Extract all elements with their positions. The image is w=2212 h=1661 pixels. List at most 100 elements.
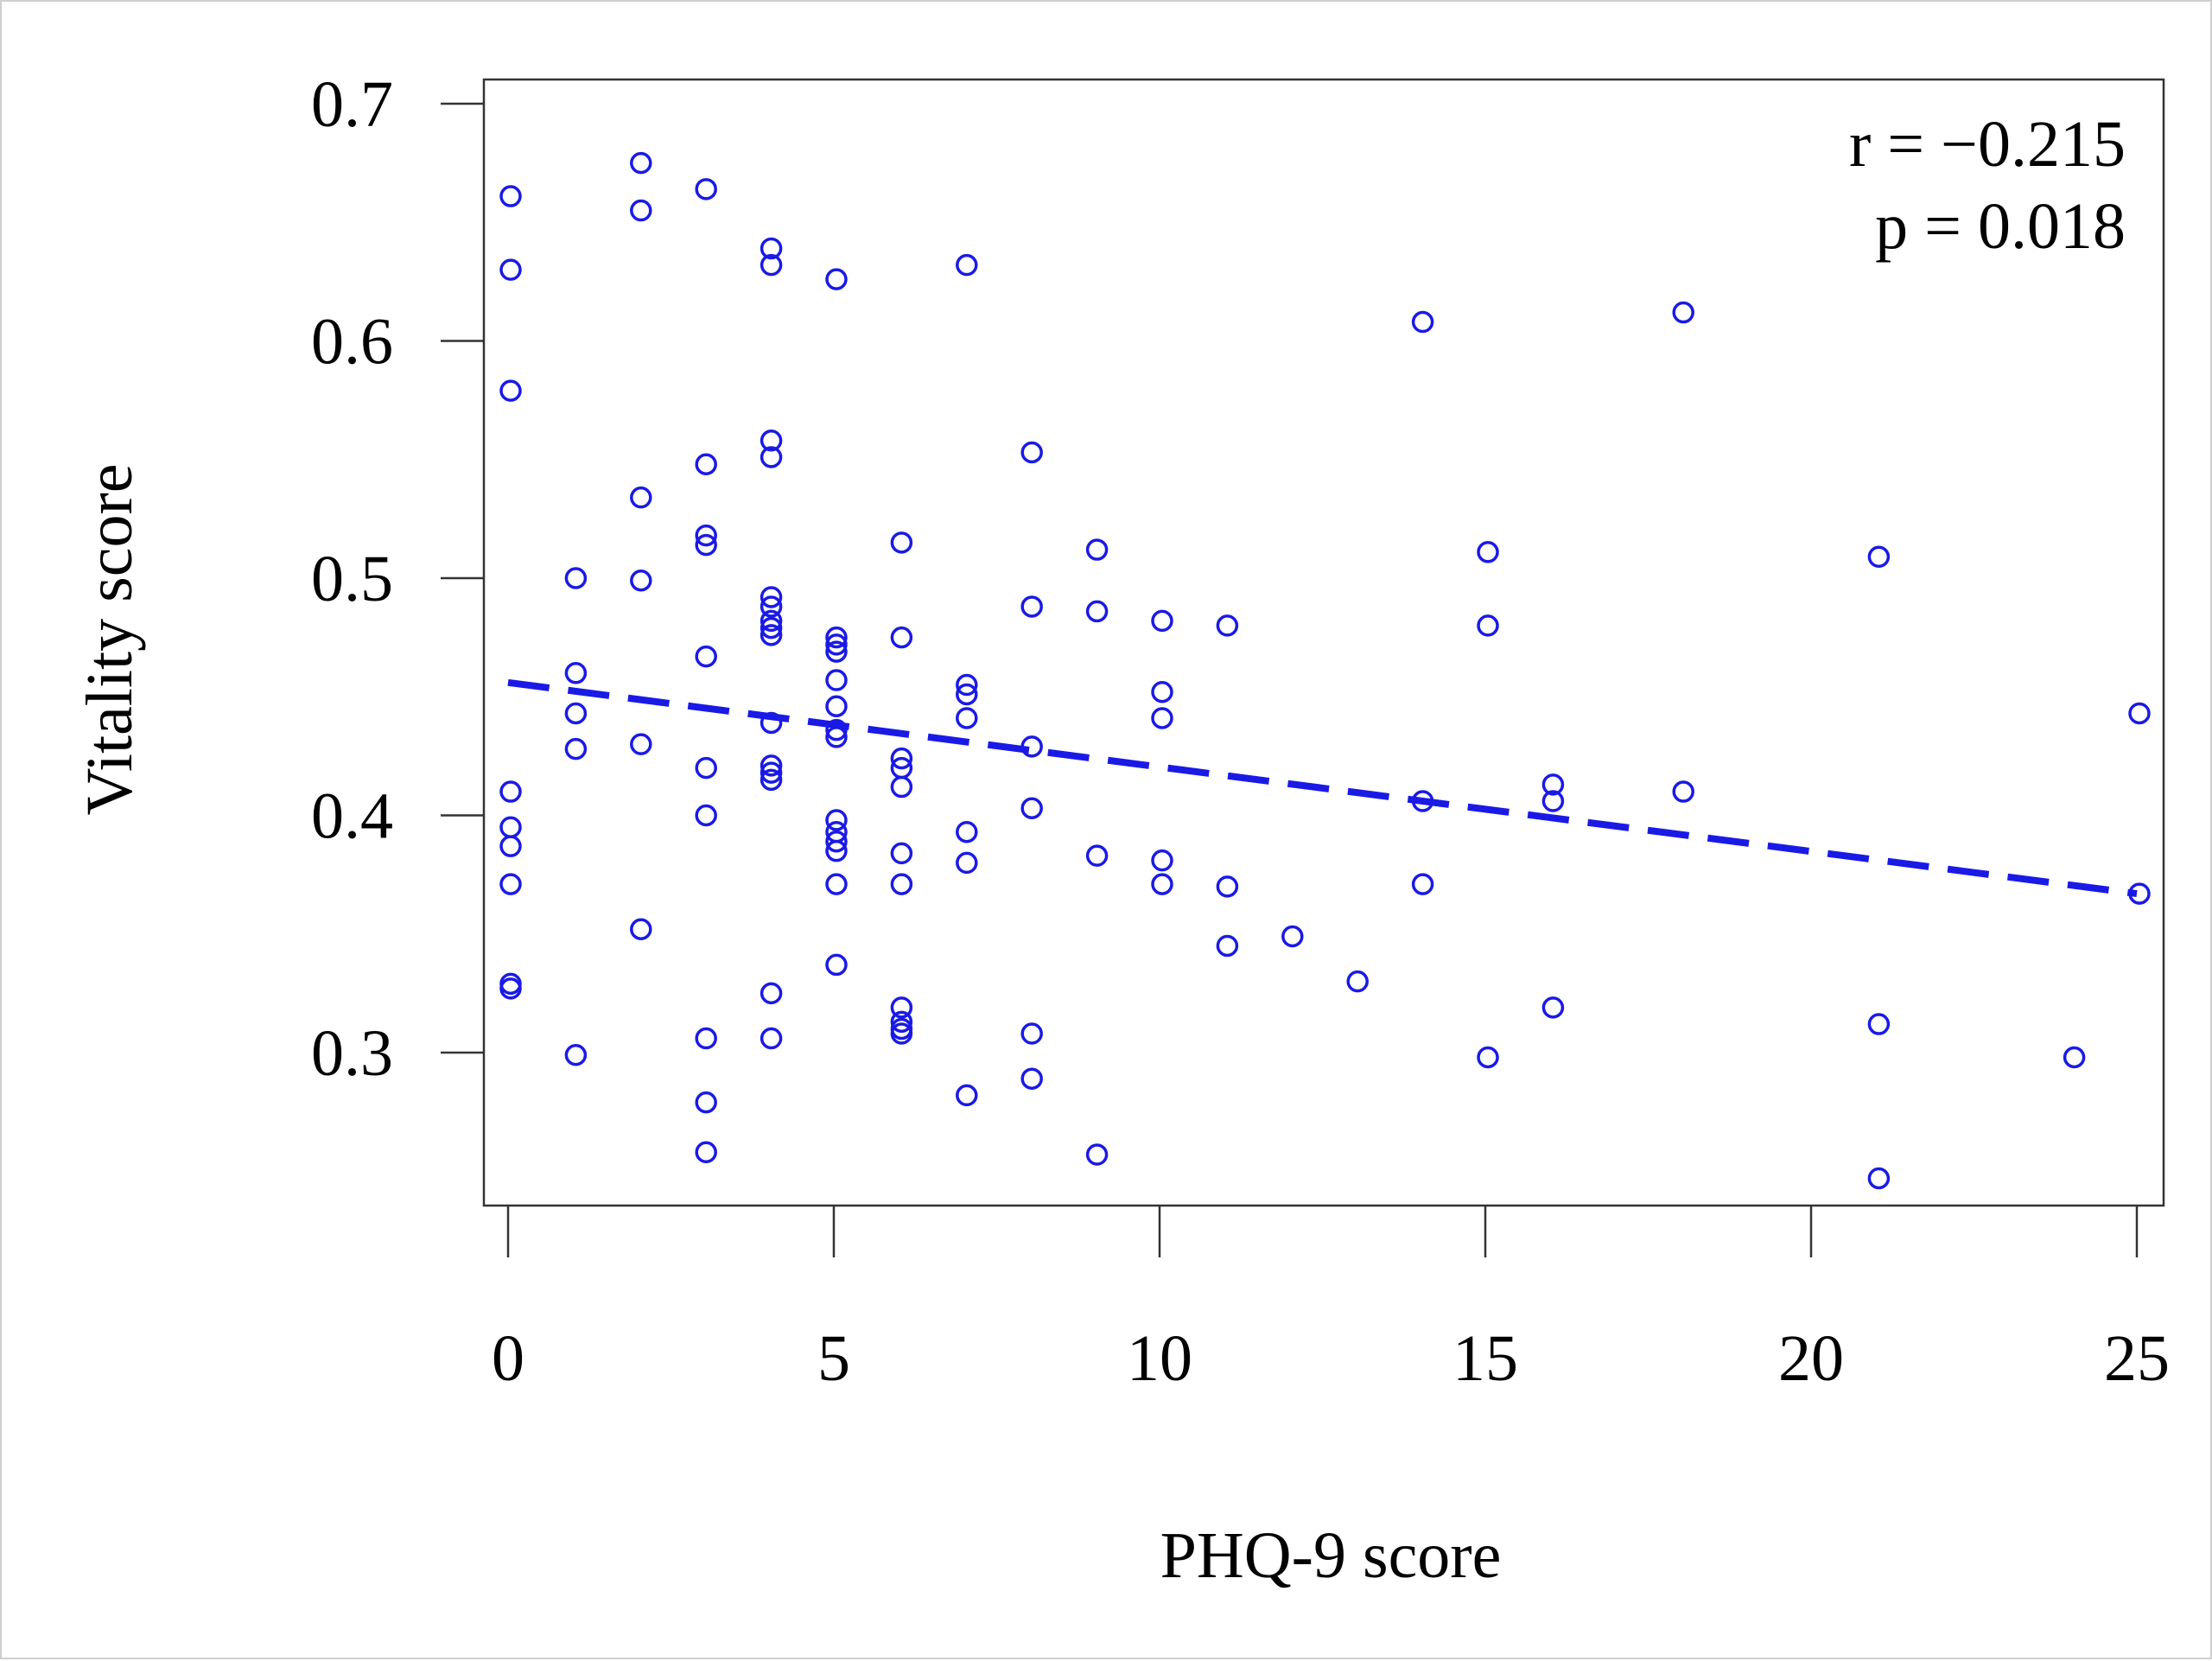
- data-point: [890, 1022, 913, 1045]
- data-point: [1867, 1167, 1891, 1190]
- data-point: [956, 683, 978, 706]
- data-point: [825, 718, 848, 741]
- data-point: [1672, 301, 1694, 324]
- data-point: [760, 595, 783, 618]
- data-point: [1477, 614, 1499, 637]
- data-point: [1477, 541, 1499, 563]
- data-point: [825, 268, 848, 290]
- data-point: [825, 626, 848, 649]
- data-point: [695, 1141, 717, 1164]
- data-point: [695, 524, 717, 547]
- data-point: [1020, 595, 1043, 618]
- data-point: [760, 754, 783, 777]
- data-point: [1281, 925, 1304, 948]
- data-point: [499, 780, 522, 803]
- data-point: [1672, 780, 1694, 803]
- data-point: [1151, 707, 1173, 729]
- data-point: [499, 835, 522, 857]
- data-point: [1867, 545, 1891, 569]
- data-point: [760, 237, 783, 260]
- data-point: [890, 747, 913, 770]
- x-tick-label: 25: [2104, 1322, 2170, 1395]
- data-point: [890, 775, 913, 799]
- data-point: [695, 453, 717, 475]
- plot-area-box: [482, 78, 2165, 1207]
- data-point: [890, 996, 913, 1019]
- data-point: [695, 645, 717, 668]
- data-point: [760, 253, 783, 277]
- y-tick-label: 0.5: [311, 543, 393, 615]
- data-point: [2063, 1046, 2086, 1069]
- x-tick-label: 0: [492, 1322, 524, 1395]
- data-point: [1085, 538, 1109, 561]
- data-point: [1020, 441, 1043, 464]
- y-tick-label: 0.4: [311, 780, 393, 853]
- data-point: [760, 768, 783, 792]
- data-point: [630, 918, 652, 941]
- data-point: [890, 626, 913, 649]
- data-point: [1411, 873, 1434, 895]
- data-point: [1085, 1143, 1109, 1166]
- y-axis: 0.3 0.4 0.5 0.6 0.7: [311, 68, 484, 1090]
- data-point: [825, 669, 848, 691]
- data-point: [1020, 1067, 1043, 1090]
- data-point: [630, 151, 652, 175]
- data-point: [956, 1084, 978, 1107]
- data-point: [1216, 614, 1239, 637]
- data-point: [695, 804, 717, 827]
- data-point: [695, 533, 717, 557]
- data-point: [825, 809, 848, 831]
- data-point: [695, 756, 717, 780]
- data-point: [760, 609, 783, 633]
- data-point: [499, 816, 522, 838]
- x-tick-label: 15: [1452, 1322, 1518, 1395]
- data-point: [499, 977, 522, 1000]
- data-point: [825, 695, 848, 717]
- data-point: [760, 1027, 783, 1050]
- data-point: [825, 953, 848, 977]
- data-point: [1541, 790, 1565, 812]
- data-point: [760, 446, 783, 468]
- y-tick-label: 0.7: [311, 68, 393, 141]
- data-point: [499, 873, 522, 895]
- data-point: [1216, 875, 1239, 898]
- data-point: [956, 851, 978, 875]
- data-point: [956, 673, 978, 697]
- data-point: [825, 640, 848, 663]
- data-point: [1216, 934, 1239, 958]
- data-point: [825, 873, 848, 895]
- data-point: [1151, 609, 1173, 633]
- data-point: [760, 982, 783, 1005]
- data-point: [630, 733, 652, 755]
- data-point: [1085, 600, 1109, 623]
- data-point: [760, 761, 783, 784]
- data-point: [760, 586, 783, 608]
- x-axis-title: PHQ-9 score: [1160, 1519, 1502, 1592]
- data-point: [695, 178, 717, 200]
- data-point: [825, 633, 848, 656]
- data-point: [564, 702, 588, 725]
- data-point: [760, 624, 783, 646]
- regression-line: [507, 678, 2138, 898]
- data-point: [890, 1010, 913, 1034]
- data-point: [956, 253, 978, 277]
- annotation-p: p = 0.018: [1875, 190, 2126, 263]
- data-point: [1151, 681, 1173, 703]
- data-point: [499, 258, 522, 281]
- data-point: [956, 707, 978, 729]
- data-points: [499, 151, 2151, 1190]
- y-tick-label: 0.3: [311, 1017, 393, 1090]
- data-point: [890, 873, 913, 895]
- data-point: [760, 616, 783, 640]
- data-point: [499, 379, 522, 402]
- data-point: [564, 1043, 588, 1066]
- x-tick-label: 5: [817, 1322, 850, 1395]
- data-point: [695, 1027, 717, 1050]
- annotation-r: r = −0.215: [1849, 108, 2126, 181]
- data-point: [630, 199, 652, 222]
- data-point: [1541, 773, 1565, 796]
- data-point: [890, 842, 913, 865]
- data-point: [564, 567, 588, 589]
